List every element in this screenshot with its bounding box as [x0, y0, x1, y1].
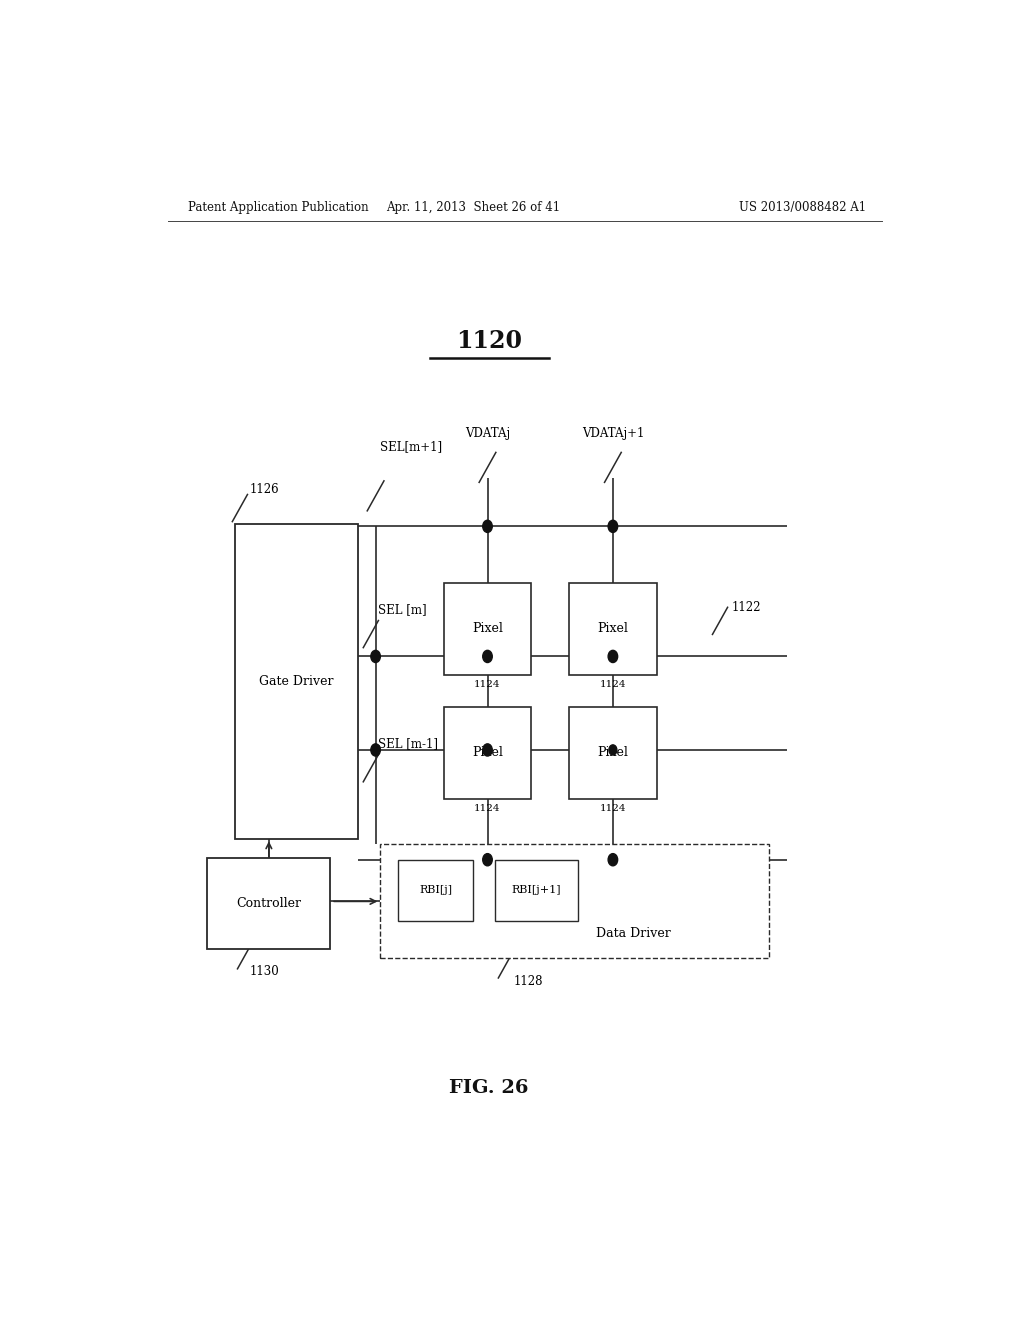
Text: 1124: 1124 [600, 680, 626, 689]
Text: FIG. 26: FIG. 26 [450, 1080, 528, 1097]
Circle shape [608, 651, 617, 663]
Text: 1128: 1128 [513, 974, 543, 987]
Text: Pixel: Pixel [472, 747, 503, 759]
Text: RBI[j]: RBI[j] [419, 886, 452, 895]
Text: Pixel: Pixel [472, 623, 503, 635]
FancyBboxPatch shape [495, 859, 578, 921]
Circle shape [482, 744, 493, 756]
FancyBboxPatch shape [397, 859, 473, 921]
Circle shape [482, 854, 493, 866]
FancyBboxPatch shape [207, 858, 331, 949]
Text: SEL[m+1]: SEL[m+1] [380, 440, 441, 453]
Circle shape [609, 744, 616, 755]
Text: 1122: 1122 [731, 601, 761, 614]
FancyBboxPatch shape [569, 583, 656, 675]
Text: Controller: Controller [237, 896, 301, 909]
Text: 1126: 1126 [250, 483, 280, 496]
Text: 1124: 1124 [474, 680, 501, 689]
Circle shape [482, 651, 493, 663]
FancyBboxPatch shape [569, 708, 656, 799]
Text: 1124: 1124 [600, 804, 626, 813]
Circle shape [371, 651, 380, 663]
Circle shape [482, 520, 493, 532]
FancyBboxPatch shape [443, 708, 531, 799]
FancyBboxPatch shape [443, 583, 531, 675]
Text: VDATAj+1: VDATAj+1 [582, 426, 644, 440]
FancyBboxPatch shape [380, 845, 769, 958]
Circle shape [608, 854, 617, 866]
Text: Pixel: Pixel [597, 747, 629, 759]
Circle shape [371, 744, 380, 756]
Text: 1120: 1120 [456, 330, 522, 354]
Circle shape [608, 520, 617, 532]
Text: Data Driver: Data Driver [596, 927, 671, 940]
Text: RBI[j+1]: RBI[j+1] [512, 886, 561, 895]
FancyBboxPatch shape [236, 524, 358, 840]
Text: SEL [m]: SEL [m] [378, 603, 427, 615]
Text: Gate Driver: Gate Driver [259, 676, 334, 688]
Text: 1130: 1130 [250, 965, 280, 978]
Text: Pixel: Pixel [597, 623, 629, 635]
Text: Patent Application Publication: Patent Application Publication [187, 201, 369, 214]
Text: US 2013/0088482 A1: US 2013/0088482 A1 [739, 201, 866, 214]
Text: SEL [m-1]: SEL [m-1] [378, 737, 438, 750]
Text: VDATAj: VDATAj [465, 426, 510, 440]
Text: 1124: 1124 [474, 804, 501, 813]
Text: Apr. 11, 2013  Sheet 26 of 41: Apr. 11, 2013 Sheet 26 of 41 [386, 201, 560, 214]
